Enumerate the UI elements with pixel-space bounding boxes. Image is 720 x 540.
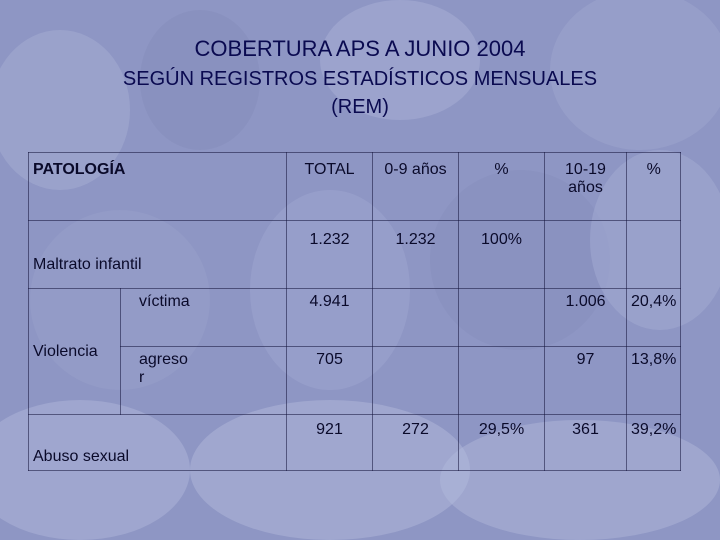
maltrato-age-0-9: 1.232 xyxy=(372,220,459,289)
maltrato-pct-1: 100% xyxy=(458,220,545,289)
header-row: PATOLOGÍA TOTAL 0-9 años % 10-19 años % xyxy=(28,152,682,221)
table-row-agresor: agresor 705 97 13,8% xyxy=(29,346,682,415)
header-total: TOTAL xyxy=(286,152,373,221)
abuso-age-10-19: 361 xyxy=(544,414,627,471)
victima-total: 4.941 xyxy=(286,288,373,347)
abuso-age-0-9: 272 xyxy=(372,414,459,471)
victima-pct-1 xyxy=(458,288,545,347)
abuso-pct-2: 39,2% xyxy=(625,414,682,471)
row-label-maltrato: Maltrato infantil xyxy=(28,220,287,289)
slide-subtitle-line2: (REM) xyxy=(331,96,389,118)
slide-title: COBERTURA APS A JUNIO 2004 xyxy=(194,36,526,61)
victima-age-0-9 xyxy=(372,288,459,347)
abuso-total: 921 xyxy=(286,414,373,471)
row-label-abuso: Abuso sexual xyxy=(28,414,287,471)
table-row-maltrato: Maltrato infantil 1.232 1.232 100% xyxy=(28,220,682,289)
header-age-0-9: 0-9 años xyxy=(372,152,459,221)
table-row-victima: Violencia víctima 4.941 1.006 20,4% xyxy=(28,288,682,415)
header-patologia: PATOLOGÍA xyxy=(28,152,287,221)
agresor-age-10-19: 97 xyxy=(544,346,627,415)
maltrato-total: 1.232 xyxy=(286,220,373,289)
row-label-victima: víctima xyxy=(120,288,287,347)
agresor-total: 705 xyxy=(286,346,373,415)
header-pct-2: % xyxy=(625,152,682,221)
coverage-table: PATOLOGÍA TOTAL 0-9 años % 10-19 años % … xyxy=(28,152,682,471)
header-pct-1: % xyxy=(458,152,545,221)
maltrato-pct-2 xyxy=(625,220,682,289)
row-label-agresor: agresor xyxy=(139,351,188,386)
agresor-age-0-9 xyxy=(372,346,459,415)
maltrato-age-10-19 xyxy=(544,220,627,289)
victima-pct-2: 20,4% xyxy=(625,288,682,347)
table-row-abuso: Abuso sexual 921 272 29,5% 361 39,2% xyxy=(28,414,682,471)
agresor-pct-2: 13,8% xyxy=(625,346,682,415)
victima-age-10-19: 1.006 xyxy=(544,288,627,347)
header-age-10-19: 10-19 años xyxy=(544,152,627,221)
slide-subtitle-line1: SEGÚN REGISTROS ESTADÍSTICOS MENSUALES xyxy=(122,68,598,90)
abuso-pct-1: 29,5% xyxy=(458,414,545,471)
row-label-violencia: Violencia xyxy=(28,288,121,415)
agresor-pct-1 xyxy=(458,346,545,415)
